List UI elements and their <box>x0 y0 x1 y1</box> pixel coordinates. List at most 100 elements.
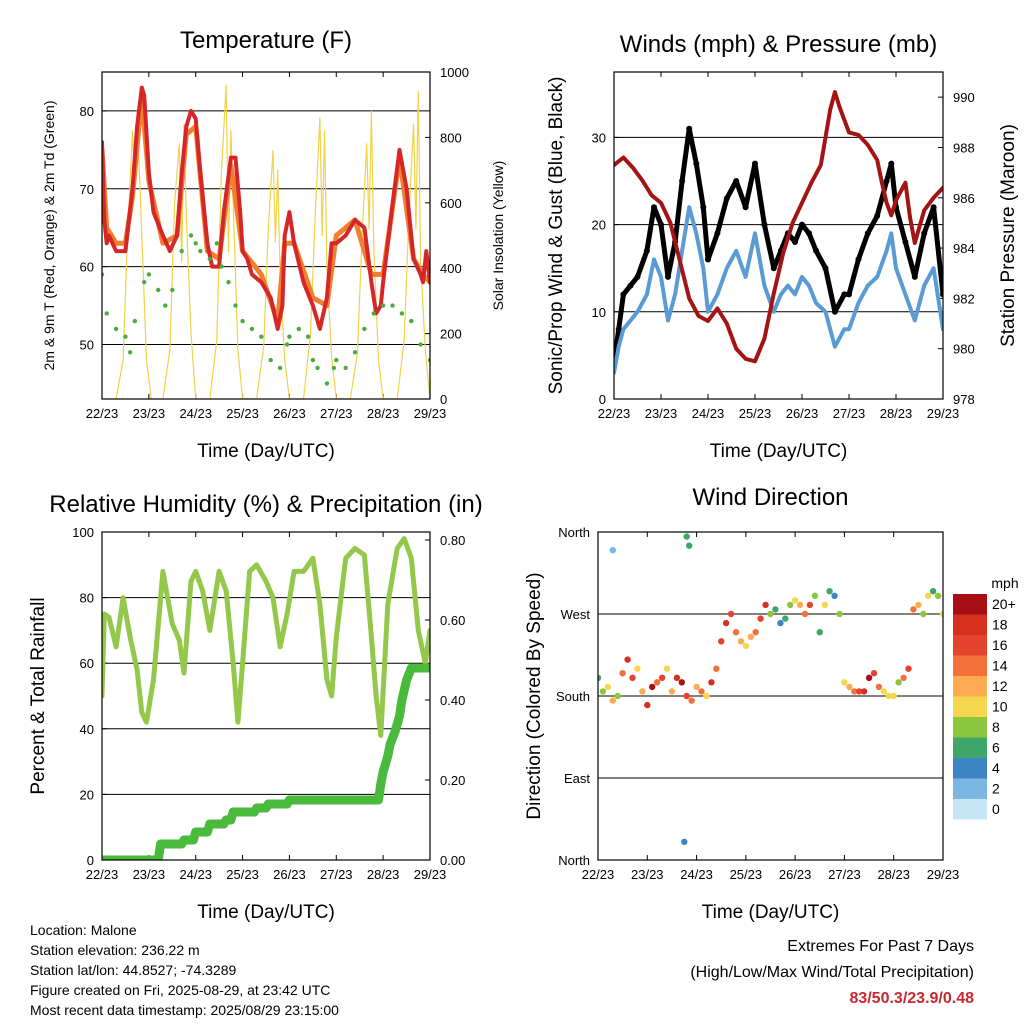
gust-point <box>627 282 634 289</box>
y-tick-label: 80 <box>80 104 94 119</box>
x-tick-label: 28/23 <box>877 867 910 882</box>
y2-tick-label: 0.60 <box>440 613 465 628</box>
x-tick-label: 24/23 <box>692 406 725 421</box>
dewpoint-point <box>399 311 405 316</box>
x-tick-label: 22/23 <box>86 406 119 421</box>
dewpoint-point <box>306 334 311 339</box>
y2-axis-label: Solar Insolation (Yellow) <box>490 161 506 311</box>
x-tick-label: 29/23 <box>927 406 960 421</box>
direction-point <box>757 615 764 622</box>
x-tick-label: 24/23 <box>179 867 212 882</box>
extremes-title: Extremes For Past 7 Days <box>787 938 974 955</box>
x-tick-label: 27/23 <box>320 867 353 882</box>
y2-tick-label: 0 <box>440 392 447 407</box>
direction-point <box>767 610 774 618</box>
direction-point <box>856 688 863 695</box>
direction-point <box>598 674 602 681</box>
plot-frame <box>101 531 431 861</box>
direction-point <box>609 547 616 554</box>
legend-label: 14 <box>992 658 1008 674</box>
direction-point <box>624 656 631 663</box>
legend-label: 4 <box>992 760 1000 776</box>
gust-point <box>855 256 862 263</box>
direction-point <box>777 619 784 627</box>
direction-point <box>688 697 695 704</box>
direction-point <box>686 542 693 549</box>
dewpoint-point <box>132 318 137 324</box>
direction-point <box>683 533 690 540</box>
y2-tick-label: 982 <box>953 291 975 306</box>
y2-tick-label: 400 <box>440 261 462 276</box>
y-axis-label: Sonic/Prop Wind & Gust (Blue, Black) <box>546 77 567 395</box>
dewpoint-point <box>233 303 238 308</box>
pressure-line <box>614 90 943 364</box>
direction-point <box>796 601 804 609</box>
legend-swatch <box>953 737 987 758</box>
legend-label: 6 <box>992 740 1000 756</box>
legend-label: 8 <box>992 719 1000 735</box>
gust-point <box>813 247 820 254</box>
direction-point <box>619 670 626 677</box>
legend-label: 20+ <box>992 596 1016 612</box>
direction-point <box>836 610 843 618</box>
dewpoint-point <box>371 311 376 316</box>
dewpoint-point <box>259 334 264 339</box>
dewpoint-point <box>343 365 348 371</box>
y2-tick-label: 990 <box>953 90 975 105</box>
dewpoint-point <box>127 350 133 355</box>
y2-tick-label: 600 <box>440 196 462 211</box>
gust-point <box>620 291 627 298</box>
dewpoint-point <box>123 334 128 339</box>
gust-point <box>902 239 909 245</box>
gust-point <box>634 273 641 280</box>
dewpoint-point <box>146 272 152 277</box>
y2-tick-label: 0.00 <box>440 853 465 868</box>
gust-point <box>911 273 918 280</box>
y2-tick-label: 800 <box>440 130 462 145</box>
dewpoint-point <box>310 357 316 363</box>
dewpoint-point <box>156 287 161 293</box>
direction-point <box>772 606 779 613</box>
direction-point <box>885 692 892 700</box>
legend-swatch <box>953 717 987 738</box>
direction-point <box>644 701 651 709</box>
created-text: Figure created on Fri, 2025-08-29, at 23… <box>30 982 331 998</box>
x-tick-label: 26/23 <box>273 406 306 421</box>
dewpoint-point <box>390 303 395 308</box>
y-axis-label: Percent & Total Rainfall <box>28 597 49 794</box>
y-tick-label: North <box>558 853 590 868</box>
direction-point <box>880 688 888 695</box>
y-tick-label: East <box>564 771 590 786</box>
gust-point <box>770 265 777 272</box>
direction-point <box>860 688 868 695</box>
direction-point <box>718 638 725 645</box>
dewpoint-point <box>409 318 414 324</box>
dewpoint-point <box>170 287 175 293</box>
y2-tick-label: 986 <box>953 191 975 206</box>
dewpoint-point <box>198 248 203 254</box>
gust-point <box>723 195 730 202</box>
dewpoint-point <box>219 264 224 269</box>
direction-point <box>787 601 794 609</box>
x-tick-label: 24/23 <box>680 867 713 882</box>
direction-point <box>634 665 641 672</box>
dewpoint-point <box>188 233 194 238</box>
direction-point <box>708 679 715 686</box>
station-info: Location: Malone Station elevation: 236.… <box>30 920 339 1020</box>
direction-point <box>905 665 912 672</box>
gust-point <box>742 204 749 211</box>
x-tick-label: 25/23 <box>739 406 772 421</box>
plot-frame <box>101 71 431 400</box>
gust-point <box>658 221 664 228</box>
gust-point <box>841 291 848 298</box>
x-axis-label: Time (Day/UTC) <box>710 441 848 462</box>
gust-point <box>752 160 758 167</box>
x-tick-label: 26/23 <box>779 867 812 882</box>
gust-point <box>846 291 852 298</box>
gust-point <box>888 160 895 167</box>
x-tick-label: 23/23 <box>645 406 678 421</box>
x-tick-label: 25/23 <box>730 867 763 882</box>
dewpoint-point <box>277 365 283 371</box>
direction-point <box>727 610 735 618</box>
